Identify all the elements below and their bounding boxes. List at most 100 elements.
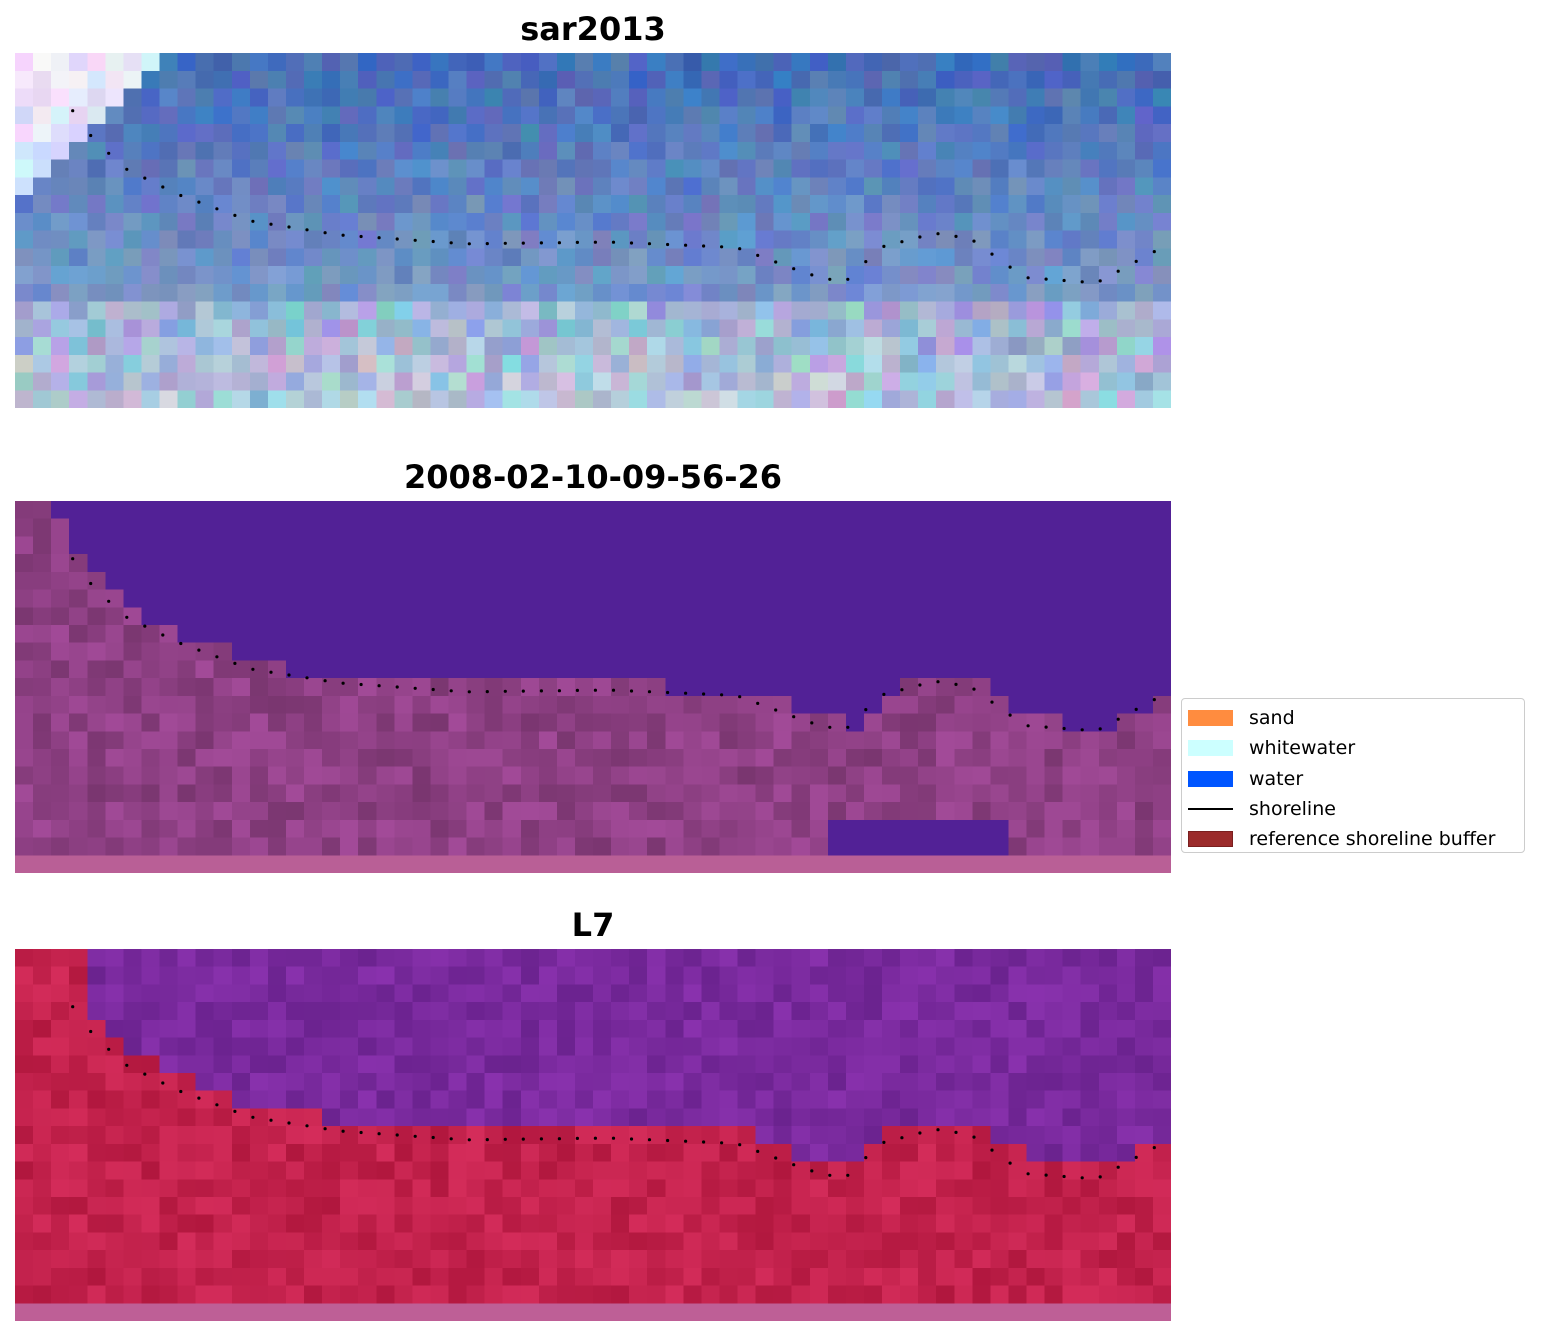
shoreline-dot bbox=[251, 219, 255, 223]
shoreline-dot bbox=[918, 235, 922, 239]
shoreline-dot bbox=[449, 689, 453, 693]
shoreline-dot bbox=[702, 1140, 706, 1144]
shoreline-dot bbox=[539, 689, 544, 693]
shoreline-dot bbox=[233, 213, 237, 217]
shoreline-dot bbox=[557, 1137, 562, 1141]
shoreline-dot bbox=[684, 691, 688, 695]
shoreline-dot bbox=[521, 689, 525, 693]
shoreline-dot bbox=[341, 233, 345, 237]
shoreline-line-sample bbox=[1188, 808, 1233, 811]
shoreline-dot bbox=[684, 1139, 688, 1143]
shoreline-dot bbox=[143, 1072, 147, 1076]
shoreline-dot bbox=[89, 581, 93, 586]
shoreline-dot bbox=[720, 245, 724, 249]
shoreline-dot bbox=[359, 234, 363, 239]
shoreline-dot bbox=[990, 1148, 994, 1152]
shoreline-dot bbox=[1080, 728, 1084, 732]
shoreline-dot bbox=[143, 176, 147, 180]
shoreline-dot bbox=[521, 1137, 525, 1141]
shoreline-dot bbox=[1152, 250, 1156, 254]
shoreline-dot bbox=[647, 242, 652, 246]
legend-label-shoreline: shoreline bbox=[1249, 798, 1336, 821]
shoreline-dot bbox=[900, 688, 904, 692]
shoreline-dot bbox=[1134, 259, 1138, 263]
shoreline-dot bbox=[684, 243, 688, 247]
shoreline-dot bbox=[431, 1135, 435, 1140]
shoreline-dot bbox=[89, 1029, 93, 1034]
legend-label-sand: sand bbox=[1249, 707, 1295, 730]
shoreline-dot bbox=[125, 167, 129, 171]
shoreline-dot bbox=[215, 1103, 219, 1107]
shoreline-dot bbox=[792, 1163, 796, 1167]
legend-item-shoreline: shoreline bbox=[1188, 794, 1516, 824]
shoreline-dot bbox=[936, 1128, 940, 1132]
shoreline-dot bbox=[179, 193, 183, 198]
shoreline-dot bbox=[1098, 1175, 1102, 1179]
shoreline-dot bbox=[738, 247, 742, 251]
shoreline-dot bbox=[467, 1138, 471, 1142]
shoreline-dot bbox=[900, 1136, 904, 1140]
shoreline-dot bbox=[1026, 724, 1030, 728]
shoreline-dot bbox=[1152, 1146, 1156, 1150]
legend-item-water: water bbox=[1188, 764, 1516, 794]
shoreline-dot bbox=[89, 133, 93, 138]
shoreline-dot bbox=[1008, 265, 1012, 269]
shoreline-dot bbox=[323, 1127, 327, 1131]
shoreline-dot bbox=[611, 688, 616, 692]
legend: sand whitewater water shoreline referenc… bbox=[1181, 698, 1525, 853]
shoreline-dot bbox=[575, 1136, 580, 1140]
shoreline-dot bbox=[287, 1121, 291, 1125]
shoreline-dot bbox=[593, 688, 598, 692]
shoreline-dot bbox=[828, 277, 832, 281]
shoreline-dot bbox=[864, 708, 868, 712]
shoreline-dot bbox=[954, 682, 958, 686]
shoreline-dot bbox=[467, 242, 471, 246]
shoreline-dot bbox=[305, 676, 309, 680]
shoreline-dot bbox=[629, 241, 634, 245]
shoreline-dot bbox=[1116, 269, 1120, 273]
shoreline-dot bbox=[215, 207, 219, 211]
shoreline-dot bbox=[485, 690, 489, 694]
shoreline-dot bbox=[918, 683, 922, 687]
shoreline-dot bbox=[1062, 1174, 1066, 1179]
shoreline-dot bbox=[738, 695, 742, 699]
shoreline-dot bbox=[467, 690, 471, 694]
shoreline-dot bbox=[792, 715, 796, 719]
shoreline-dot bbox=[810, 721, 814, 725]
shoreline-dot bbox=[972, 239, 976, 243]
shoreline-dot bbox=[954, 1130, 958, 1134]
shoreline-dot bbox=[629, 689, 634, 693]
shoreline-dot bbox=[1044, 277, 1048, 281]
shoreline-dot bbox=[846, 277, 850, 281]
shoreline-dot bbox=[666, 690, 670, 695]
shoreline-dot bbox=[882, 1140, 886, 1144]
whitewater-swatch bbox=[1188, 740, 1233, 757]
shoreline-dot bbox=[503, 689, 507, 693]
shoreline-dot bbox=[269, 1118, 273, 1122]
legend-label-water: water bbox=[1249, 767, 1304, 790]
shoreline-dot bbox=[251, 1115, 255, 1119]
shoreline-dot bbox=[125, 1063, 129, 1067]
shoreline-dot bbox=[972, 1135, 976, 1139]
shoreline-dot bbox=[377, 236, 381, 240]
shoreline-dot bbox=[774, 260, 778, 264]
shoreline-dot bbox=[251, 667, 255, 671]
rgb-image-panel bbox=[15, 53, 1171, 408]
shoreline-dot bbox=[1098, 279, 1102, 283]
shoreline-dot bbox=[323, 231, 327, 235]
shoreline-dot bbox=[720, 1141, 724, 1145]
shoreline-dot bbox=[810, 1169, 814, 1173]
shoreline-dot bbox=[1008, 713, 1012, 717]
sand-swatch bbox=[1188, 710, 1233, 727]
shoreline-dot bbox=[395, 1133, 399, 1137]
shoreline-dot bbox=[305, 1124, 309, 1128]
shoreline-dot bbox=[882, 244, 886, 248]
shoreline-dot bbox=[521, 241, 525, 245]
shoreline-dot bbox=[774, 708, 778, 712]
shoreline-dot bbox=[269, 670, 273, 674]
shoreline-dot bbox=[1026, 276, 1030, 280]
shoreline-dot bbox=[107, 599, 111, 603]
shoreline-dot bbox=[774, 1156, 778, 1160]
shoreline-dot bbox=[593, 1136, 598, 1140]
shoreline-dot bbox=[395, 685, 399, 689]
